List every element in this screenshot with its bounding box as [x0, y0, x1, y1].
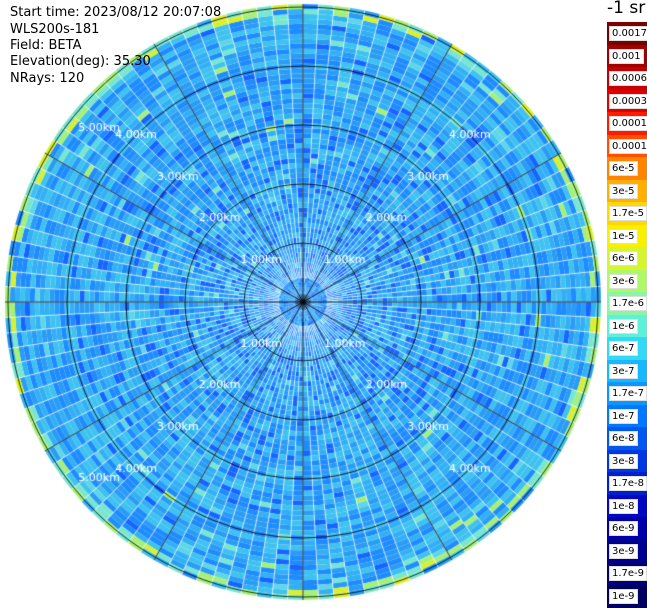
- elevation-label: Elevation(deg): 35.30: [10, 54, 151, 69]
- colorbar-tick-label: 6e-7: [609, 341, 638, 356]
- field-label: Field: BETA: [10, 38, 81, 53]
- colorbar-tick-label: 0.0006: [609, 71, 647, 86]
- colorbar-tick-label: 0.0001: [609, 139, 647, 154]
- colorbar-units-label: -1 sr: [607, 0, 645, 18]
- colorbar-tick-label: 1e-8: [609, 499, 638, 514]
- colorbar-tick-label: 1e-7: [609, 409, 638, 424]
- colorbar-tick-label: 1e-9: [609, 589, 638, 604]
- colorbar-tick-label: 6e-9: [609, 521, 638, 536]
- instrument-label: WLS200s-181: [10, 22, 99, 37]
- colorbar: 0.0017 0.001 0.0006 0.0003 0.00017 0.0001 6e-5…: [607, 22, 647, 607]
- colorbar-tick-label: 1.7e-5: [609, 206, 647, 221]
- colorbar-tick-label: 1e-5: [609, 229, 638, 244]
- colorbar-tick-label: 3e-9: [609, 544, 638, 559]
- colorbar-tick-label: 1.7e-8: [609, 476, 647, 491]
- colorbar-tick-label: 1e-6: [609, 319, 638, 334]
- colorbar-tick-label: 1.7e-6: [609, 296, 647, 311]
- colorbar-tick-label: 1.7e-7: [609, 386, 647, 401]
- colorbar-tick-label: 3e-5: [609, 184, 638, 199]
- colorbar-tick-label: 0.0017: [609, 26, 647, 41]
- colorbar-tick-label: 6e-6: [609, 251, 638, 266]
- colorbar-tick-label: 0.0003: [609, 94, 647, 109]
- colorbar-tick-label: 1.7e-9: [609, 566, 647, 581]
- colorbar-tick-label: 3e-8: [609, 454, 638, 469]
- colorbar-tick-label: 3e-7: [609, 364, 638, 379]
- colorbar-tick-label: 6e-8: [609, 431, 638, 446]
- start-time-label: Start time: 2023/08/12 20:07:08: [10, 5, 221, 20]
- colorbar-tick-label: 6e-5: [609, 161, 638, 176]
- colorbar-tick-label: 0.00017: [609, 116, 647, 131]
- colorbar-tick-label: 3e-6: [609, 274, 638, 289]
- colorbar-tick-label: 0.001: [609, 49, 644, 64]
- nrays-label: NRays: 120: [10, 71, 84, 86]
